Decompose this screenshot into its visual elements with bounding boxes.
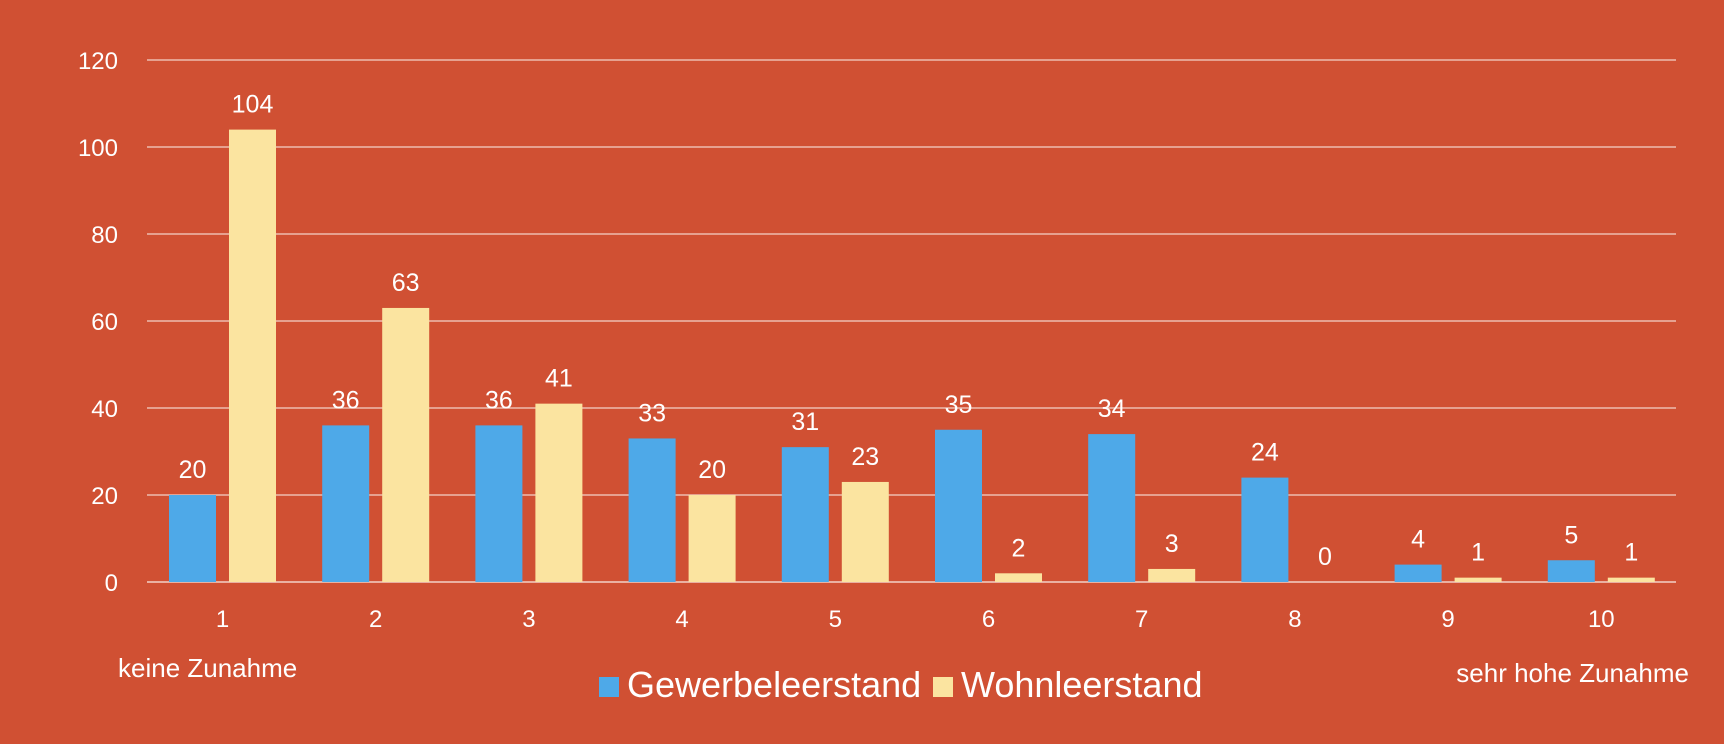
bars: [169, 129, 1655, 582]
bar-gewerbeleerstand-2: [322, 425, 370, 582]
data-label-gewerbeleerstand-2: 36: [332, 386, 360, 414]
y-tick-label: 100: [78, 135, 118, 162]
bar-gewerbeleerstand-4: [628, 438, 676, 582]
x-tick-label: 6: [982, 606, 995, 633]
data-label-gewerbeleerstand-1: 20: [179, 456, 207, 484]
x-axis: 1 2 3 4 5 6 7 8 9 10: [216, 606, 1615, 633]
data-label-gewerbeleerstand-6: 35: [945, 391, 973, 419]
data-label-wohnleerstand-6: 2: [1012, 534, 1026, 562]
data-label-wohnleerstand-7: 3: [1165, 530, 1179, 558]
bar-gewerbeleerstand-8: [1241, 477, 1289, 582]
data-label-gewerbeleerstand-10: 5: [1564, 521, 1578, 549]
x-tick-label: 2: [369, 606, 382, 633]
bar-wohnleerstand-3: [535, 403, 583, 582]
data-label-wohnleerstand-2: 63: [392, 269, 420, 297]
data-label-gewerbeleerstand-4: 33: [638, 399, 666, 427]
bar-gewerbeleerstand-9: [1394, 564, 1442, 582]
x-tick-label: 8: [1288, 606, 1301, 633]
bar-wohnleerstand-5: [841, 481, 889, 582]
data-label-wohnleerstand-10: 1: [1624, 539, 1638, 567]
y-tick-label: 0: [105, 570, 118, 597]
bar-gewerbeleerstand-3: [475, 425, 523, 582]
x-tick-label: 10: [1588, 606, 1615, 633]
y-tick-label: 60: [91, 309, 118, 336]
data-label-gewerbeleerstand-7: 34: [1098, 395, 1126, 423]
gridlines: [147, 59, 1676, 583]
data-label-wohnleerstand-9: 1: [1471, 539, 1485, 567]
bar-wohnleerstand-9: [1454, 577, 1502, 582]
legend-swatch-gewerbeleerstand: [599, 677, 619, 697]
data-label-gewerbeleerstand-5: 31: [791, 408, 819, 436]
y-axis: 0 20 40 60 80 100 120: [78, 48, 118, 597]
bar-wohnleerstand-6: [995, 573, 1042, 582]
x-tick-label: 9: [1441, 606, 1454, 633]
x-tick-label: 5: [829, 606, 842, 633]
bar-wohnleerstand-2: [382, 307, 430, 582]
y-tick-label: 120: [78, 48, 118, 75]
y-tick-label: 80: [91, 222, 118, 249]
legend-swatch-wohnleerstand: [933, 677, 953, 697]
x-tick-label: 7: [1135, 606, 1148, 633]
bar-wohnleerstand-10: [1607, 577, 1655, 582]
x-tick-label: 4: [675, 606, 688, 633]
bar-wohnleerstand-7: [1148, 568, 1196, 582]
bar-gewerbeleerstand-7: [1088, 434, 1136, 582]
bar-gewerbeleerstand-1: [169, 495, 216, 582]
data-label-wohnleerstand-8: 0: [1318, 543, 1332, 571]
data-label-gewerbeleerstand-9: 4: [1411, 526, 1425, 554]
data-label-gewerbeleerstand-8: 24: [1251, 439, 1279, 467]
bar-gewerbeleerstand-10: [1547, 560, 1595, 582]
data-label-wohnleerstand-5: 23: [851, 443, 879, 471]
legend-label-gewerbeleerstand: Gewerbeleerstand: [627, 664, 921, 705]
data-label-wohnleerstand-4: 20: [698, 456, 726, 484]
legend-label-wohnleerstand: Wohnleerstand: [961, 664, 1203, 705]
bar-gewerbeleerstand-6: [935, 429, 982, 582]
x-tick-label: 1: [216, 606, 229, 633]
annotation-keine-zunahme: keine Zunahme: [118, 653, 297, 683]
annotation-sehr-hohe-zunahme: sehr hohe Zunahme: [1456, 658, 1689, 688]
y-tick-label: 40: [91, 396, 118, 423]
data-label-wohnleerstand-1: 104: [232, 91, 274, 119]
bar-gewerbeleerstand-5: [781, 447, 829, 582]
bar-wohnleerstand-1: [229, 129, 276, 582]
bar-wohnleerstand-4: [688, 495, 736, 582]
y-tick-label: 20: [91, 483, 118, 510]
legend: Gewerbeleerstand Wohnleerstand: [599, 664, 1203, 705]
x-tick-label: 3: [522, 606, 535, 633]
data-label-gewerbeleerstand-3: 36: [485, 386, 513, 414]
data-label-wohnleerstand-3: 41: [545, 365, 573, 393]
